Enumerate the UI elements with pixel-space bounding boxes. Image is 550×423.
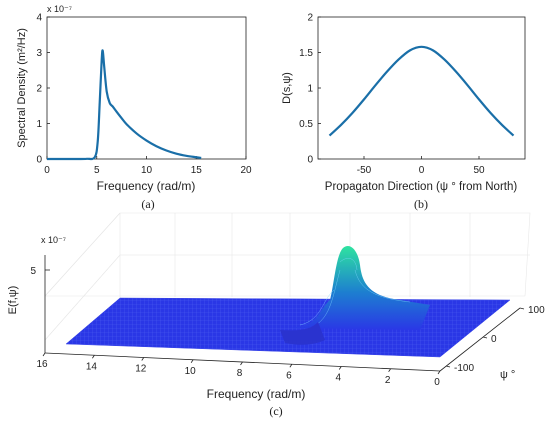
chart-c-x-tick-label: 12 bbox=[135, 364, 147, 375]
chart-c-x-tick bbox=[92, 355, 95, 359]
chart-c-x-tick-label: 8 bbox=[237, 368, 243, 379]
chart-c-x-tick-label: 0 bbox=[434, 377, 440, 388]
chart-b-y-tick-label: 0.5 bbox=[299, 119, 313, 130]
chart-c-y-ticks: -100 0 100 bbox=[445, 305, 545, 374]
chart-c-x-tick-label: 16 bbox=[36, 359, 48, 370]
chart-c-subplot-label: (c) bbox=[269, 404, 282, 418]
chart-a-x-tick-label: 20 bbox=[240, 165, 252, 176]
chart-c: x 10⁻⁷ 5 E(f,ψ) 0 2 4 6 8 10 12 14 16 -100 0 100 F… bbox=[7, 212, 545, 418]
chart-c-x-tick bbox=[338, 366, 342, 370]
chart-b-y-tick-label: 0 bbox=[307, 155, 313, 166]
chart-b: -50 0 50 0 0.5 1 1.5 2 Propagaton Direction (ψ… bbox=[281, 13, 526, 211]
chart-b-x-tick-label: 0 bbox=[419, 165, 425, 176]
chart-c-x-tick bbox=[141, 357, 145, 361]
chart-c-surface-peak-mesh bbox=[299, 258, 411, 329]
chart-a-y-tick-label: 3 bbox=[36, 48, 42, 59]
chart-c-ylabel: ψ ° bbox=[500, 369, 515, 381]
chart-a-xlabel: Frequency (rad/m) bbox=[97, 179, 196, 193]
chart-c-z-exponent: x 10⁻⁷ bbox=[41, 235, 66, 245]
chart-c-surface-peak bbox=[290, 245, 430, 330]
chart-a-x-tick-label: 0 bbox=[44, 165, 50, 176]
chart-b-subplot-label: (b) bbox=[414, 197, 428, 211]
chart-c-x-tick bbox=[42, 352, 46, 357]
chart-a-series-line bbox=[47, 49, 202, 161]
chart-c-y-tick-label: 100 bbox=[528, 305, 545, 316]
chart-c-x-tick-label: 10 bbox=[185, 366, 197, 377]
chart-a-x-tick-label: 15 bbox=[191, 165, 203, 176]
chart-c-surface-floor bbox=[65, 297, 511, 358]
chart-c-y-axis bbox=[439, 307, 521, 372]
chart-c-y-tick bbox=[519, 307, 525, 310]
chart-a-x-tick-label: 5 bbox=[94, 165, 100, 176]
chart-c-x-tick bbox=[240, 361, 243, 366]
chart-a-y-tick-label: 2 bbox=[36, 84, 42, 95]
chart-b-y-ticks: 0 0.5 1 1.5 2 bbox=[299, 13, 321, 166]
chart-c-zlabel: E(f,ψ) bbox=[7, 286, 19, 315]
chart-c-x-tick-label: 14 bbox=[86, 361, 98, 372]
chart-a-y-tick-label: 0 bbox=[36, 155, 42, 166]
chart-c-x-tick bbox=[437, 370, 441, 375]
chart-a-y-ticks: 0 1 2 3 4 bbox=[36, 13, 50, 166]
chart-a-ylabel: Spectral Density (m²/Hz) bbox=[16, 28, 28, 148]
chart-c-x-ticks: 0 2 4 6 8 10 12 14 16 bbox=[36, 352, 441, 388]
chart-c-x-tick bbox=[289, 364, 293, 368]
chart-b-x-tick-label: 50 bbox=[473, 165, 485, 176]
chart-b-y-tick-label: 2 bbox=[307, 13, 313, 24]
chart-c-y-tick-label: 0 bbox=[491, 334, 497, 345]
chart-c-x-tick bbox=[190, 359, 194, 363]
chart-c-y-tick bbox=[445, 365, 451, 368]
chart-a-y-tick-label: 1 bbox=[36, 119, 42, 130]
chart-c-y-tick-label: -100 bbox=[454, 363, 474, 374]
chart-c-x-tick-label: 6 bbox=[286, 370, 292, 381]
chart-b-y-tick-label: 1 bbox=[307, 84, 313, 95]
chart-b-x-tick-label: -50 bbox=[357, 165, 372, 176]
chart-a-y-exponent: x 10⁻⁷ bbox=[47, 4, 72, 14]
chart-c-x-tick-label: 4 bbox=[335, 373, 341, 384]
chart-a-y-tick-label: 4 bbox=[36, 13, 42, 24]
chart-b-plot-area bbox=[317, 16, 526, 160]
chart-c-xlabel: Frequency (rad/m) bbox=[207, 387, 306, 401]
chart-b-xlabel: Propagaton Direction (ψ ° from North) bbox=[325, 181, 518, 193]
chart-b-x-ticks: -50 0 50 bbox=[357, 156, 485, 176]
chart-c-x-tick-label: 2 bbox=[385, 375, 391, 386]
chart-a-plot-area bbox=[46, 16, 247, 160]
chart-c-back-wall bbox=[44, 212, 531, 297]
chart-b-y-tick-label: 1.5 bbox=[299, 48, 313, 59]
chart-c-x-tick bbox=[388, 368, 391, 372]
chart-b-ylabel: D(s,ψ) bbox=[281, 72, 293, 104]
chart-c-surface-ridge bbox=[280, 322, 325, 345]
chart-a-subplot-label: (a) bbox=[141, 197, 154, 211]
chart-b-series-line bbox=[328, 45, 515, 137]
chart-a-x-tick-label: 10 bbox=[141, 165, 153, 176]
chart-c-y-tick bbox=[482, 336, 488, 339]
chart-c-ztick-label: 5 bbox=[30, 266, 36, 277]
